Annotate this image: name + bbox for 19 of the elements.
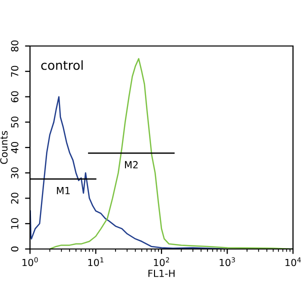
y-axis-title: Counts — [0, 131, 8, 164]
y-tick-label: 30 — [11, 167, 18, 178]
y-tick-label: 0 — [11, 246, 18, 252]
y-tick-label: 10 — [11, 218, 18, 229]
y-tick-label: 20 — [11, 192, 18, 204]
annotation: M2 — [125, 161, 138, 168]
y-tick-label: 80 — [11, 40, 18, 52]
annotation: control — [41, 60, 83, 70]
x-tick-label: 10$^{1}$ — [88, 257, 104, 266]
x-tick-label: 10$^{2}$ — [154, 257, 170, 266]
x-tick-label: 10$^{4}$ — [286, 257, 301, 266]
x-tick-label: 10$^{0}$ — [22, 257, 38, 266]
x-axis-title: FL1-H — [148, 270, 175, 277]
y-tick-label: 70 — [11, 66, 18, 77]
x-tick-label: 10$^{3}$ — [220, 257, 235, 266]
annotation: M1 — [56, 187, 70, 194]
y-tick-label: 40 — [11, 142, 18, 154]
y-tick-label: 50 — [11, 116, 18, 128]
y-tick-label: 60 — [11, 91, 18, 102]
